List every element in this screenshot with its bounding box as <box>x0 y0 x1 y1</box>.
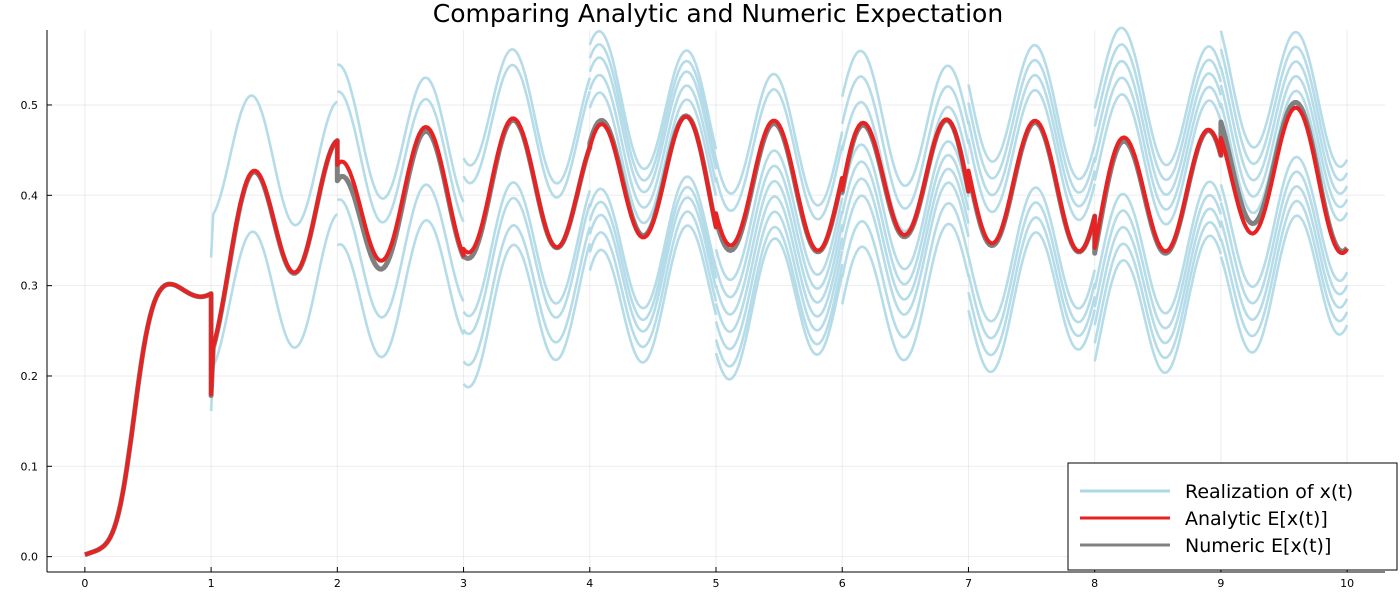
realization-line <box>967 73 1096 208</box>
realization-line <box>462 223 592 367</box>
realization-line <box>588 43 718 182</box>
realization-line <box>714 210 844 351</box>
x-tick-label: 5 <box>713 577 720 590</box>
x-tick-label: 6 <box>839 577 846 590</box>
realization-line <box>1093 234 1223 375</box>
realization-series <box>84 26 1349 556</box>
realization-line <box>840 201 970 339</box>
realization-line <box>967 58 1096 194</box>
realization-line <box>462 63 592 199</box>
realization-line <box>588 210 718 349</box>
x-tick-label: 0 <box>81 577 88 590</box>
x-tick-label: 1 <box>208 577 215 590</box>
realization-line <box>714 88 844 221</box>
realization-line <box>337 90 465 224</box>
realization-line <box>967 88 1096 222</box>
realization-line <box>1219 89 1349 222</box>
realization-line <box>462 47 592 185</box>
realization-line <box>588 91 718 225</box>
legend-label: Analytic E[x(t)] <box>1185 508 1328 530</box>
realization-line <box>714 72 844 207</box>
x-tick-label: 2 <box>334 577 341 590</box>
realization-line <box>967 231 1096 374</box>
realization-line <box>840 222 970 362</box>
realization-line <box>967 201 1096 340</box>
realization-line <box>840 100 970 233</box>
axes: 0 1 2 3 4 5 6 7 8 9 10 0.0 0.1 0.2 0.3 0.4 0.5 <box>21 30 1385 590</box>
realization-line <box>588 175 718 310</box>
realization-line <box>1219 45 1349 182</box>
realization-line <box>1093 43 1223 182</box>
realization-line <box>840 153 970 286</box>
realization-line <box>1219 199 1349 338</box>
realization-line <box>1219 30 1349 169</box>
y-tick-label: 0.0 <box>21 551 39 564</box>
realization-line <box>1093 207 1223 345</box>
x-tick-label: 8 <box>1091 577 1098 590</box>
realization-line <box>1093 26 1223 167</box>
realization-line <box>588 56 718 194</box>
analytic-mean-line <box>84 105 1349 557</box>
realization-line <box>1093 180 1223 315</box>
realization-line <box>588 73 718 209</box>
realization-line <box>588 185 718 322</box>
realization-line <box>588 224 718 364</box>
realization-line <box>1219 214 1349 354</box>
realization-line <box>1093 220 1223 360</box>
realization-line <box>1093 193 1223 330</box>
realization-line <box>714 149 844 282</box>
realization-line <box>209 94 339 258</box>
legend-label: Realization of x(t) <box>1185 481 1353 503</box>
realization-line <box>714 225 844 368</box>
realization-line <box>714 179 844 316</box>
realization-line <box>336 183 465 319</box>
y-tick-label: 0.2 <box>21 370 39 383</box>
realization-line <box>1219 60 1349 195</box>
x-tick-label: 10 <box>1340 577 1354 590</box>
realization-line <box>1093 92 1223 226</box>
realization-line <box>1093 59 1223 197</box>
realization-line <box>714 237 844 381</box>
x-tick-label: 4 <box>586 577 593 590</box>
y-tick-label: 0.1 <box>21 460 39 473</box>
realization-line <box>462 196 592 336</box>
realization-line <box>967 43 1096 181</box>
realization-line <box>840 181 970 316</box>
realization-line <box>1219 170 1349 305</box>
realization-line <box>462 242 592 389</box>
legend-label: Numeric E[x(t)] <box>1185 535 1331 557</box>
realization-line <box>840 75 970 210</box>
x-tick-label: 7 <box>965 577 972 590</box>
x-tick-label: 9 <box>1217 577 1224 590</box>
realization-line <box>1219 155 1349 289</box>
series-layer <box>84 26 1349 558</box>
realization-line <box>1219 74 1349 209</box>
realization-line <box>840 49 970 188</box>
y-tick-label: 0.5 <box>21 99 39 112</box>
realization-line <box>336 218 465 359</box>
x-tick-label: 3 <box>460 577 467 590</box>
realization-line <box>462 181 592 318</box>
legend: Realization of x(t) Analytic E[x(t)] Numer… <box>1067 462 1398 571</box>
realization-line <box>1219 184 1349 322</box>
realization-line <box>840 140 970 271</box>
realization-line <box>840 167 970 301</box>
realization-line <box>714 195 844 334</box>
realization-line <box>588 196 718 333</box>
realization-line <box>967 186 1096 323</box>
realization-line <box>209 213 339 412</box>
realization-line <box>588 29 718 171</box>
y-tick-label: 0.4 <box>21 189 39 202</box>
y-tick-label: 0.3 <box>21 280 39 293</box>
realization-line <box>337 63 465 203</box>
realization-line <box>1093 76 1223 211</box>
realization-line <box>714 164 844 299</box>
realization-line <box>967 216 1096 357</box>
chart-title: Comparing Analytic and Numeric Expectati… <box>433 0 1003 28</box>
